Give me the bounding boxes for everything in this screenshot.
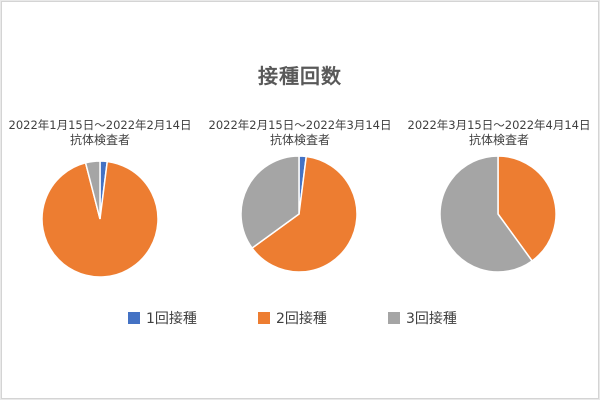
pie-1-label: 2022年1月15日～2022年2月14日 抗体検査者 — [0, 118, 200, 148]
pie-3-label: 2022年3月15日～2022年4月14日 抗体検査者 — [399, 118, 599, 148]
legend-swatch-1 — [128, 312, 140, 324]
legend-label-2: 2回接種 — [276, 311, 327, 327]
legend: 1回接種 2回接種 3回接種 — [0, 308, 600, 330]
legend-label-1: 1回接種 — [146, 311, 197, 327]
legend-label-3: 3回接種 — [406, 311, 457, 327]
pie-1-method: 抗体検査者 — [69, 133, 130, 147]
pie-2-range: 2022年2月15日～2022年3月14日 — [208, 118, 392, 132]
pie-1-range: 2022年1月15日～2022年2月14日 — [8, 118, 192, 132]
chart-title: 接種回数 — [258, 64, 342, 88]
legend-swatch-3 — [388, 312, 400, 324]
pie-3-slice-2 — [497, 155, 557, 262]
pie-2-label: 2022年2月15日～2022年3月14日 抗体検査者 — [200, 118, 400, 148]
legend-item-2: 2回接種 — [258, 308, 327, 328]
legend-swatch-2 — [258, 312, 270, 324]
pie-2-slice-3 — [240, 155, 300, 250]
pie-2-method: 抗体検査者 — [269, 133, 330, 147]
pie-2-slice-2 — [251, 155, 358, 273]
pie-3-method: 抗体検査者 — [468, 133, 529, 147]
pie-3-slice-3 — [439, 155, 534, 273]
legend-item-1: 1回接種 — [128, 308, 197, 328]
pie-1-slice-3 — [84, 160, 101, 220]
legend-item-3: 3回接種 — [388, 308, 457, 328]
pie-3-range: 2022年3月15日～2022年4月14日 — [407, 118, 591, 132]
pie-1-slice-2 — [41, 160, 159, 278]
